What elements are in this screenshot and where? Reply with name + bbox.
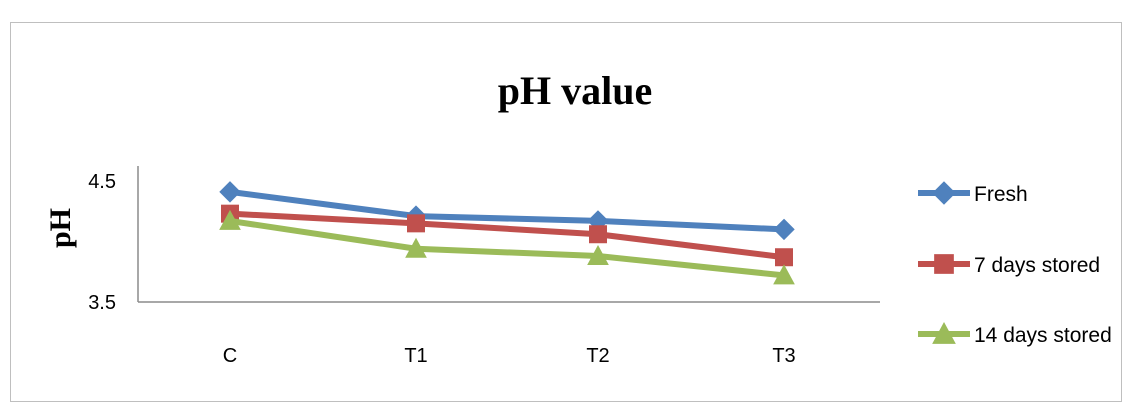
legend-label: 7 days stored	[974, 254, 1100, 277]
x-tick-label: T3	[772, 345, 795, 367]
data-point	[407, 214, 425, 233]
data-point	[219, 181, 241, 203]
legend-marker	[934, 254, 954, 274]
legend: Fresh 7 days stored 14 days stored	[918, 181, 1112, 347]
legend-item: 7 days stored	[918, 254, 1100, 277]
data-point	[587, 244, 609, 266]
legend-item: 14 days stored	[918, 321, 1112, 347]
data-point	[405, 237, 427, 258]
x-tick-label: T2	[586, 345, 609, 367]
legend-marker	[932, 321, 956, 344]
legend-marker	[932, 181, 956, 205]
x-tick-labels: C T1 T2 T3	[223, 345, 796, 367]
data-point	[773, 264, 795, 285]
legend-label: Fresh	[974, 183, 1028, 206]
series-line	[227, 217, 787, 279]
series-2	[219, 209, 795, 285]
x-tick-label: C	[223, 345, 237, 367]
data-point	[775, 248, 793, 267]
series-layer	[219, 181, 795, 285]
line-chart: pH value pH 4.5 3.5 C T1 T2 T3 Fresh 7 days s…	[44, 68, 1112, 367]
series-line	[227, 188, 787, 233]
legend-item: Fresh	[918, 181, 1028, 206]
data-point	[773, 218, 795, 241]
y-axis-label: pH	[44, 208, 77, 248]
x-tick-label: T1	[404, 345, 427, 367]
chart-title: pH value	[498, 68, 652, 113]
y-tick-labels: 4.5 3.5	[88, 171, 116, 314]
data-point	[219, 209, 241, 230]
y-tick-label: 3.5	[88, 292, 116, 314]
series-line	[227, 210, 787, 261]
data-point	[589, 225, 607, 244]
legend-label: 14 days stored	[974, 324, 1112, 347]
y-tick-label: 4.5	[88, 171, 116, 193]
